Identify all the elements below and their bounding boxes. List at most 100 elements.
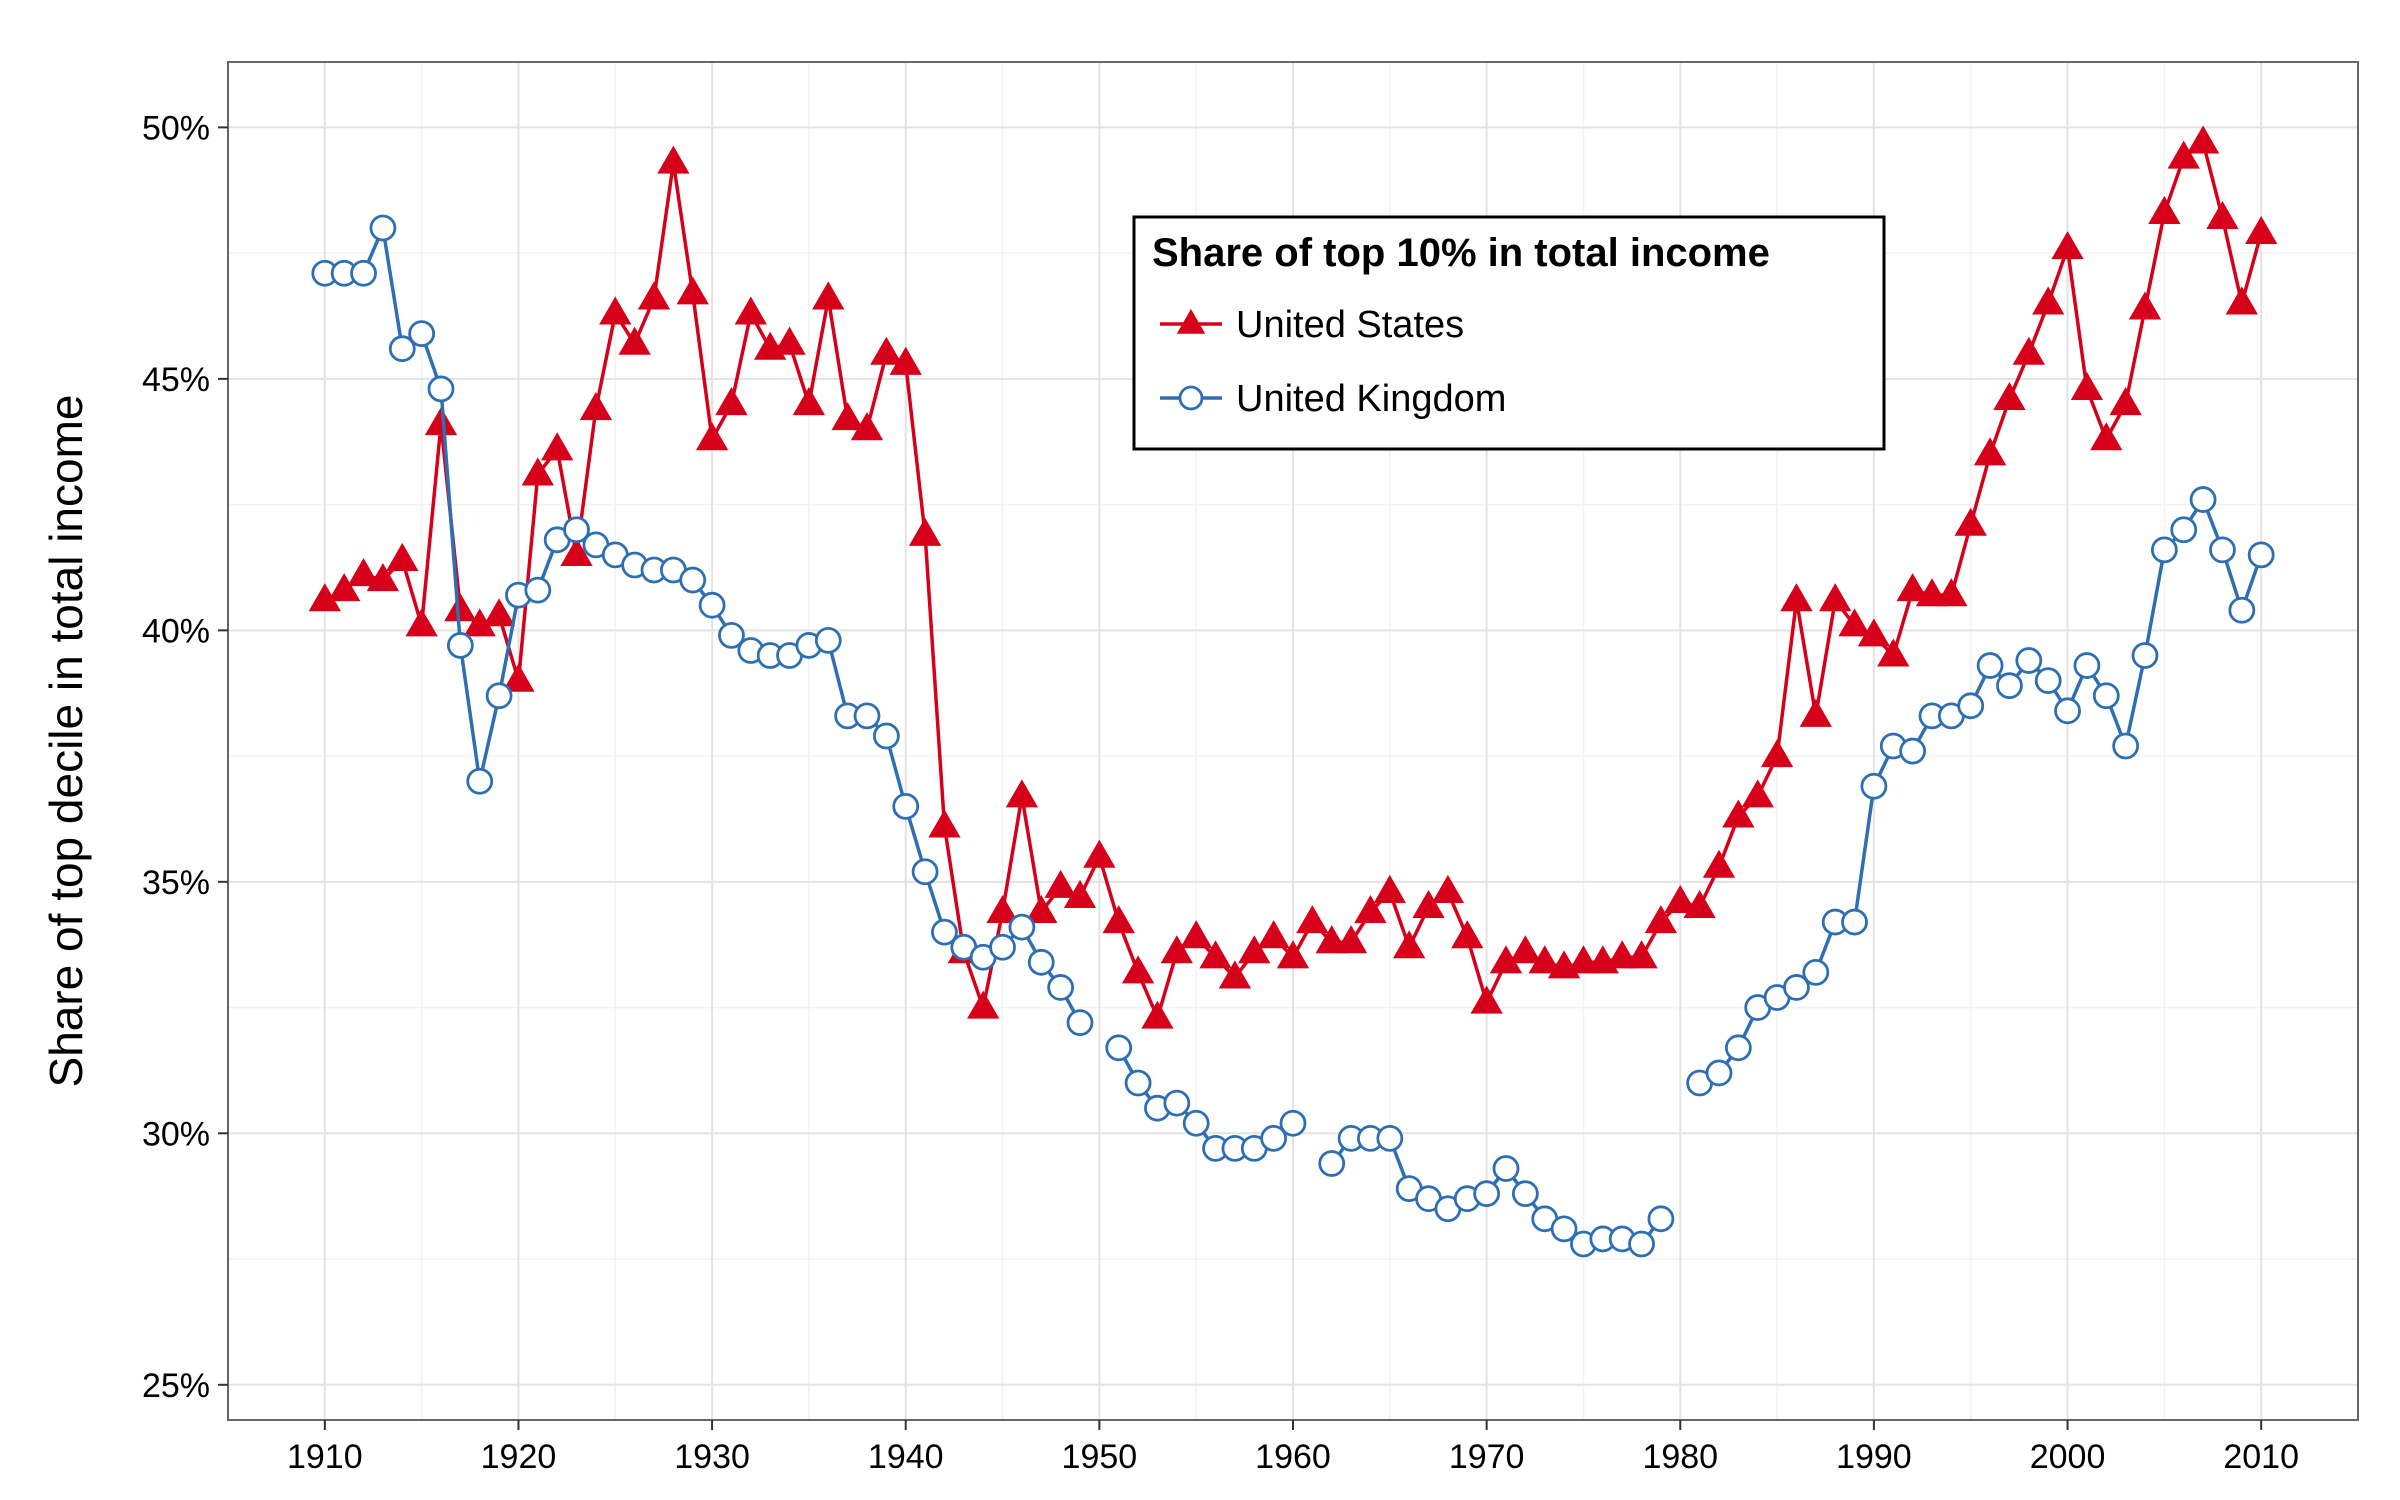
united-states-point [1954,507,1987,536]
united-kingdom-point [853,702,881,730]
united-kingdom-point [1473,1180,1501,1208]
united-states-point [773,326,806,355]
legend-items: United States United Kingdom [1160,304,1506,420]
united-states-point [2070,371,2104,400]
x-tick-label: 1940 [868,1438,944,1476]
united-states-point [1296,905,1329,934]
axis-layer: 1910 1920 1930 1940 1950 1960 1970 1980 1990 2000… [142,109,2299,1476]
united-kingdom-point [369,214,397,242]
united-states-point [1973,437,2007,466]
series-united-kingdom [311,214,2275,1258]
united-kingdom-point [1182,1109,1210,1137]
united-kingdom-line [324,226,1082,1024]
united-states-point [850,412,884,441]
united-states-point [482,598,516,627]
united-kingdom-point [2034,667,2062,695]
united-kingdom-point [1279,1109,1307,1137]
united-kingdom-point [718,621,745,649]
united-kingdom-point [2015,647,2043,674]
united-states-point [1799,698,1832,727]
united-states-point [444,593,477,622]
united-states-point [889,346,922,375]
united-states-point [1644,905,1678,934]
united-kingdom-point [931,918,958,946]
united-states-point [2186,125,2220,154]
legend-key-marker [1178,385,1204,411]
united-states-point [1702,849,1736,878]
united-states-point [792,387,826,416]
united-states-point [618,326,651,355]
legend-label: United Kingdom [1236,378,1506,420]
united-states-point [1238,935,1271,964]
united-states-point [2167,140,2200,169]
united-states-point [715,387,748,416]
united-states-point [328,573,361,602]
united-states-point [2051,231,2084,260]
united-states-point [967,990,1000,1019]
united-kingdom-point [2189,486,2217,513]
united-states-point [1528,945,1561,974]
united-states-point [2128,291,2162,320]
united-kingdom-point [466,767,494,795]
series-layer [308,125,2278,1258]
united-states-point [2109,387,2142,416]
united-states-point [1741,779,1774,808]
united-kingdom-point [1724,1034,1752,1062]
united-states-point [812,281,845,310]
united-states-point [2225,286,2258,315]
united-states-point [405,608,438,637]
united-states-point [1470,985,1503,1014]
united-kingdom-point [1066,1009,1094,1037]
united-kingdom-point [1628,1230,1655,1258]
united-states-point [1489,945,1523,974]
united-kingdom-point [1376,1124,1404,1152]
legend-key-marker [1176,309,1206,334]
united-kingdom-point [1860,772,1888,800]
united-kingdom-point [2150,536,2178,564]
united-kingdom-point [1841,908,1868,936]
united-kingdom-point [1511,1180,1539,1208]
united-states-point [386,542,419,571]
united-states-point [308,583,341,612]
united-states-point [734,296,767,325]
legend-label: United States [1236,304,1464,346]
united-kingdom-point [1163,1089,1191,1117]
legend-item-united-kingdom: United Kingdom [1160,378,1506,420]
united-kingdom-point [679,566,707,594]
united-kingdom-point [2073,652,2101,679]
united-kingdom-point [2170,516,2198,544]
united-kingdom-point [524,576,552,604]
legend-box [1132,215,1886,451]
y-tick-label: 30% [142,1115,210,1153]
united-states-point [1257,920,1290,949]
united-states-point [1180,920,1213,949]
united-states-point [928,809,961,838]
y-axis-title: Share of top decile in total income [40,395,92,1088]
united-states-point [1354,895,1387,924]
legend: Share of top 10% in total income United … [1132,215,1886,451]
united-kingdom-point [350,259,377,287]
united-kingdom-point [2228,596,2256,624]
united-states-point [637,281,671,310]
united-states-point [2206,200,2239,229]
united-kingdom-point [989,933,1016,961]
x-tick-label: 1960 [1255,1438,1331,1476]
y-tick-label: 35% [142,864,210,902]
united-states-point [1412,889,1445,919]
united-kingdom-point [2112,732,2140,760]
united-states-point [1063,879,1097,908]
x-tick-label: 2010 [2223,1438,2299,1476]
united-states-point [1431,874,1465,903]
united-states-point [831,402,864,431]
united-states-point [579,392,613,421]
series-united-states [308,125,2278,1029]
legend-item-united-states: United States [1160,304,1464,346]
united-kingdom-point [1124,1069,1152,1097]
united-kingdom-point [911,858,939,886]
united-states-point [1664,884,1697,913]
united-states-point [1509,935,1542,964]
united-states-point [1683,889,1716,919]
united-states-point [1121,955,1155,984]
x-tick-label: 1980 [1642,1438,1718,1476]
